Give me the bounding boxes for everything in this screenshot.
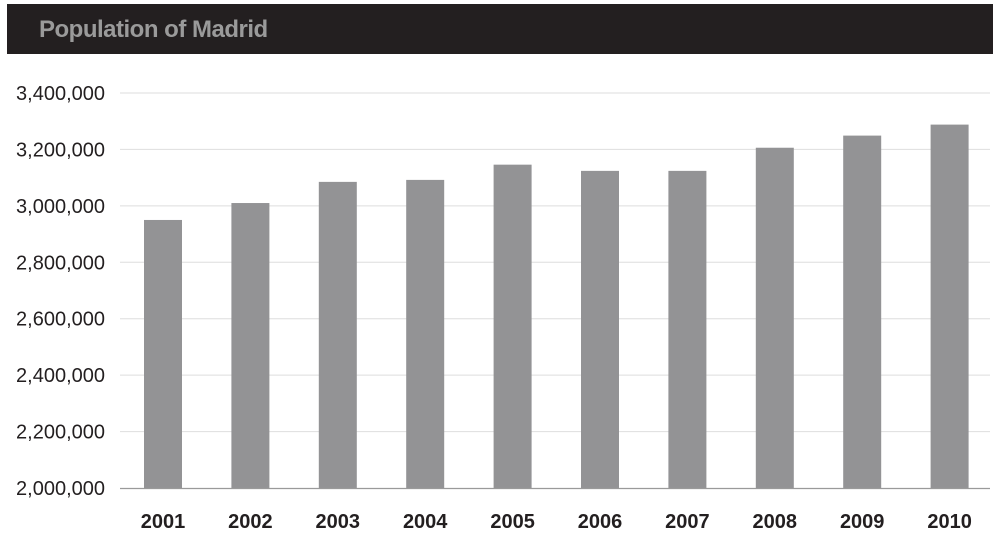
bar-2004 bbox=[406, 179, 445, 488]
x-tick-label: 2003 bbox=[316, 511, 361, 533]
y-tick-label: 2,400,000 bbox=[16, 365, 105, 387]
y-tick-label: 2,000,000 bbox=[16, 478, 105, 500]
y-tick-label: 3,400,000 bbox=[16, 83, 105, 105]
x-tick-label: 2009 bbox=[840, 511, 885, 533]
bar-2003 bbox=[318, 181, 357, 488]
x-tick-label: 2007 bbox=[665, 511, 710, 533]
bar-2010 bbox=[930, 124, 969, 488]
y-tick-label: 2,800,000 bbox=[16, 252, 105, 274]
title-bar: Population of Madrid bbox=[7, 4, 993, 54]
y-tick-label: 2,200,000 bbox=[16, 422, 105, 444]
bar-2009 bbox=[843, 135, 882, 488]
x-axis-tick-labels: 2001 2002 2003 2004 2005 2006 2007 2008 2009 2010 bbox=[141, 511, 972, 533]
x-tick-label: 2004 bbox=[403, 511, 448, 533]
bar-2006 bbox=[581, 170, 619, 488]
x-tick-label: 2002 bbox=[228, 511, 273, 533]
bar-2008 bbox=[755, 147, 794, 488]
y-tick-label: 3,000,000 bbox=[16, 196, 105, 218]
bar-2007 bbox=[668, 170, 707, 488]
x-tick-label: 2006 bbox=[578, 511, 623, 533]
bar-2002 bbox=[231, 203, 270, 489]
chart-title: Population of Madrid bbox=[39, 16, 268, 43]
y-tick-label: 2,600,000 bbox=[16, 309, 105, 331]
y-tick-label: 3,200,000 bbox=[16, 139, 105, 161]
bar-2005 bbox=[493, 164, 532, 488]
y-axis-tick-labels: 2,000,000 2,200,000 2,400,000 2,600,000 2,80… bbox=[16, 83, 105, 500]
x-tick-label: 2005 bbox=[490, 511, 535, 533]
bars bbox=[144, 124, 969, 489]
x-tick-label: 2001 bbox=[141, 511, 186, 533]
x-tick-label: 2008 bbox=[753, 511, 798, 533]
x-tick-label: 2010 bbox=[927, 511, 972, 533]
bar-2001 bbox=[144, 219, 182, 488]
